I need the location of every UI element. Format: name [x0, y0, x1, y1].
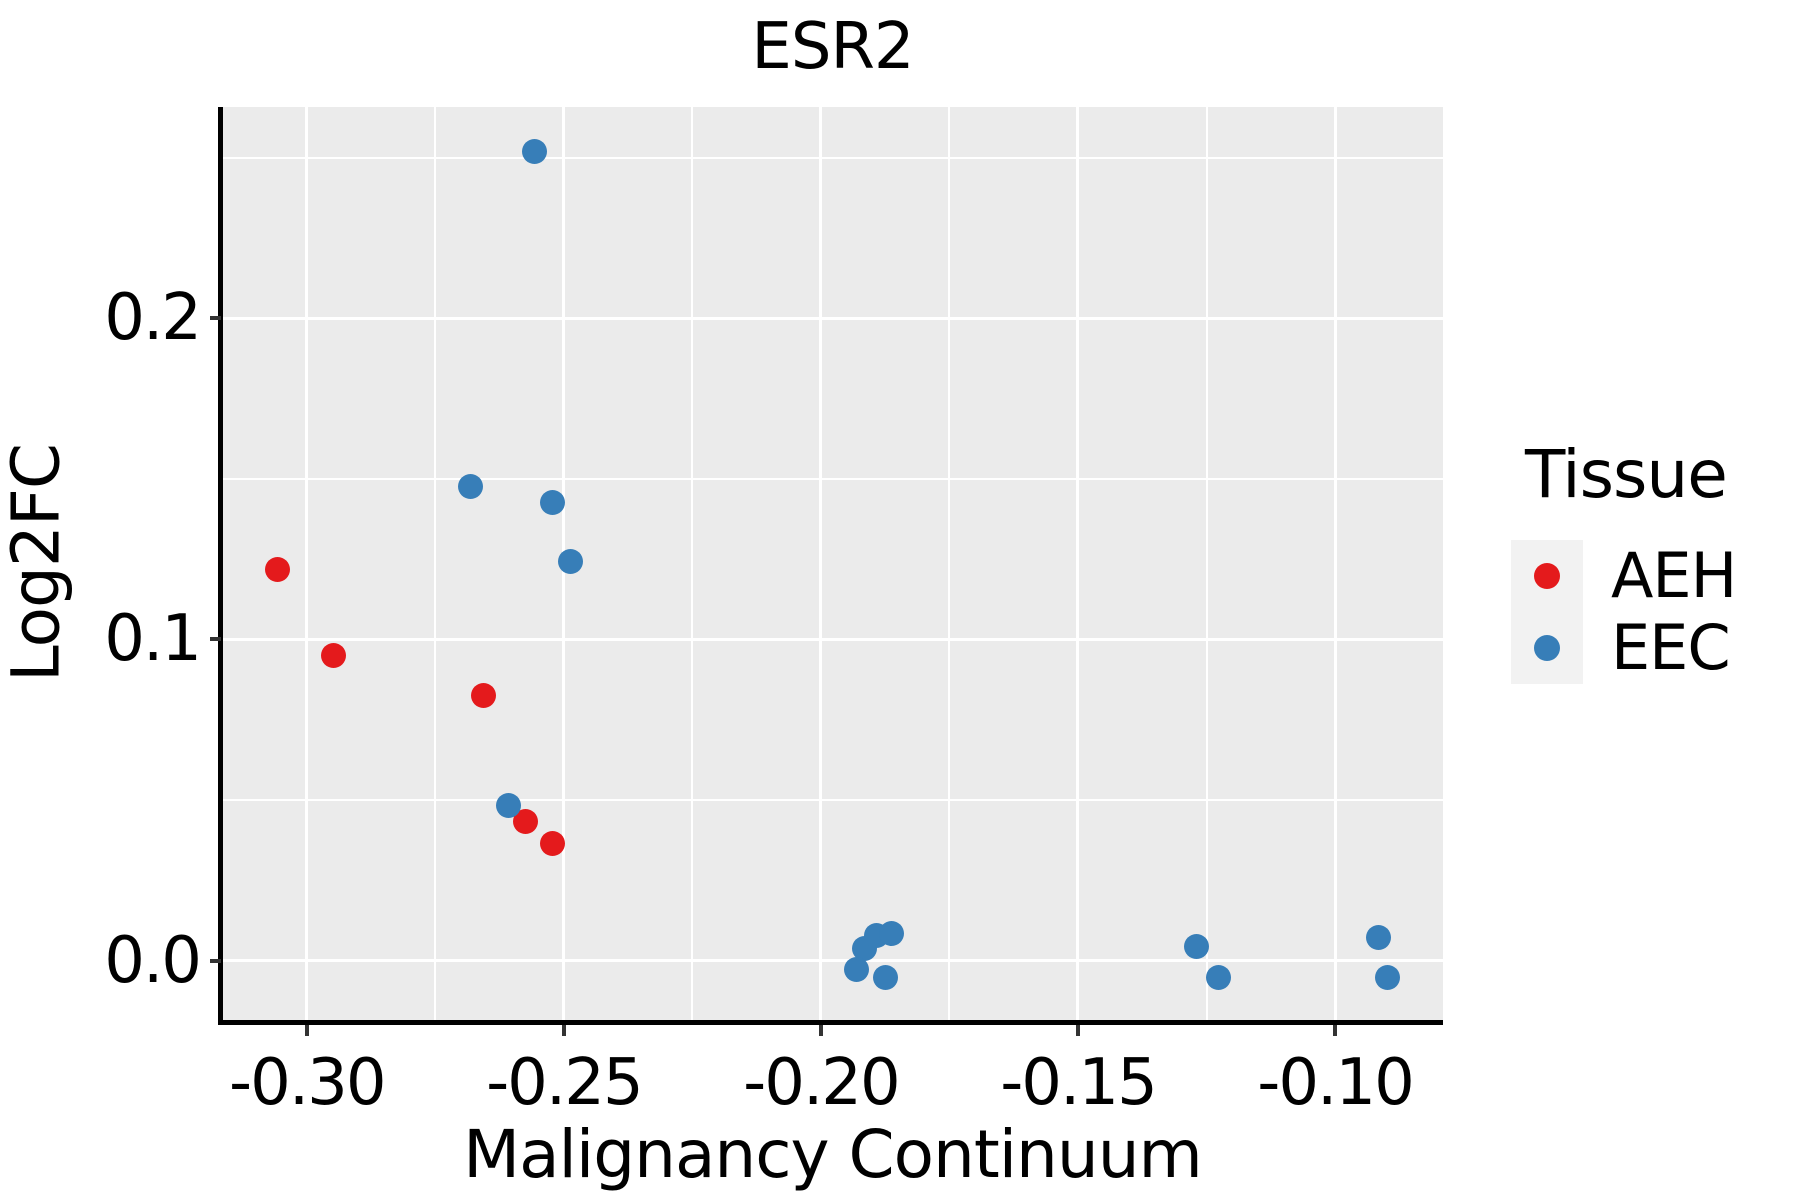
scatter-point-eec — [873, 965, 899, 991]
x-gridline-minor — [434, 107, 437, 1020]
y-gridline-major — [222, 316, 1443, 320]
y-tick-mark — [210, 958, 221, 963]
scatter-point-aeh — [539, 830, 565, 856]
x-axis-line — [218, 1020, 1443, 1025]
scatter-point-eec — [539, 490, 565, 516]
y-tick-mark — [210, 637, 221, 642]
eec-point-icon — [1534, 635, 1560, 661]
plot-panel — [222, 107, 1443, 1020]
scatter-point-aeh — [471, 682, 497, 708]
y-tick-label: 0.1 — [104, 602, 202, 677]
scatter-point-eec — [1183, 933, 1209, 959]
x-tick-mark — [1333, 1025, 1338, 1036]
legend-label-aeh: AEH — [1611, 539, 1737, 612]
x-gridline-major — [819, 107, 823, 1020]
x-gridline-minor — [1205, 107, 1208, 1020]
x-gridline-major — [1333, 107, 1337, 1020]
x-tick-label: -0.30 — [229, 1046, 387, 1120]
plot-title: ESR2 — [751, 10, 914, 84]
y-axis-title: Log2FC — [0, 444, 75, 682]
scatter-point-eec — [844, 957, 870, 983]
x-gridline-minor — [691, 107, 694, 1020]
scatter-point-eec — [879, 920, 905, 946]
scatter-point-eec — [1365, 924, 1391, 950]
scatter-point-aeh — [320, 642, 346, 668]
x-tick-mark — [304, 1025, 309, 1036]
x-tick-mark — [1075, 1025, 1080, 1036]
y-gridline-major — [222, 959, 1443, 963]
x-axis-title: Malignancy Continuum — [463, 1116, 1203, 1193]
scatter-point-aeh — [264, 556, 290, 582]
scatter-point-eec — [1205, 965, 1231, 991]
x-tick-mark — [818, 1025, 823, 1036]
x-tick-label: -0.10 — [1257, 1046, 1415, 1120]
x-tick-label: -0.20 — [743, 1046, 901, 1120]
scatter-point-eec — [1375, 965, 1401, 991]
x-gridline-minor — [948, 107, 951, 1020]
x-gridline-major — [1076, 107, 1080, 1020]
x-tick-mark — [561, 1025, 566, 1036]
y-tick-mark — [210, 316, 221, 321]
y-axis-line — [218, 107, 223, 1025]
x-tick-label: -0.15 — [1000, 1046, 1158, 1120]
x-gridline-major — [305, 107, 309, 1020]
y-gridline-minor — [222, 477, 1443, 480]
scatter-point-eec — [496, 792, 522, 818]
y-gridline-minor — [222, 156, 1443, 159]
legend-title: Tissue — [1525, 436, 1728, 513]
y-tick-label: 0.2 — [104, 281, 202, 356]
legend-label-eec: EEC — [1611, 611, 1731, 684]
y-gridline-minor — [222, 799, 1443, 802]
aeh-point-icon — [1534, 563, 1560, 589]
scatter-point-eec — [521, 139, 547, 165]
x-tick-label: -0.25 — [486, 1046, 644, 1120]
y-tick-label: 0.0 — [104, 923, 202, 998]
scatter-point-eec — [557, 548, 583, 574]
scatter-point-eec — [458, 474, 484, 500]
y-gridline-major — [222, 637, 1443, 641]
